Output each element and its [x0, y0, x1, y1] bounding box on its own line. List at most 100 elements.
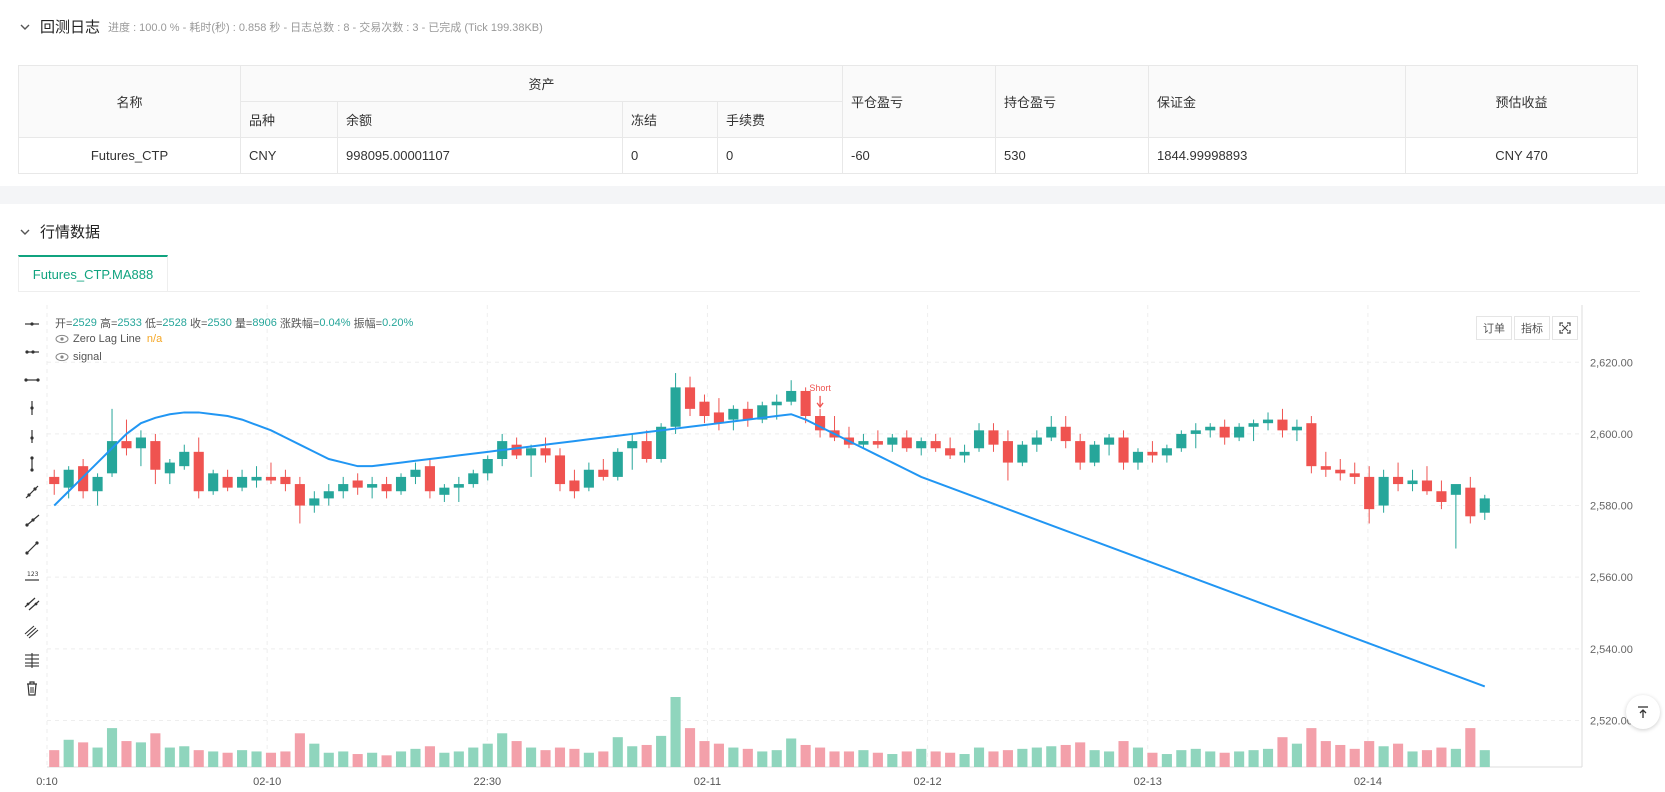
indicator-button[interactable]: 指标: [1514, 316, 1550, 340]
volume-bar: [627, 746, 638, 767]
y-tick-label: 2,560.00: [1590, 572, 1633, 584]
candle: [265, 462, 277, 485]
volume-bar: [945, 752, 956, 767]
chart-toolbar: 订单 指标: [1476, 316, 1580, 340]
candle: [598, 459, 609, 481]
volume-bar: [684, 728, 696, 767]
high-label: 高=: [99, 318, 118, 330]
eye-icon[interactable]: [55, 334, 69, 344]
candle-body: [294, 484, 305, 506]
candle: [468, 469, 479, 488]
candle: [786, 380, 797, 406]
candle-body: [309, 498, 320, 506]
candle: [49, 469, 60, 495]
ray-icon[interactable]: [18, 506, 46, 534]
volume-bar: [815, 747, 826, 767]
tab-divider: [18, 291, 1640, 292]
candle-body: [1031, 437, 1042, 445]
fib-levels-icon[interactable]: [18, 646, 46, 674]
log-header[interactable]: 回测日志 进度 : 100.0 % - 耗时(秒) : 0.858 秒 - 日志…: [18, 16, 543, 37]
zero-lag-legend[interactable]: Zero Lag Line n/a: [55, 333, 162, 345]
candle: [1450, 484, 1461, 549]
volume-bar: [1089, 750, 1100, 767]
candle-body: [323, 491, 334, 499]
extended-line-icon[interactable]: [18, 366, 46, 394]
chevron-down-icon[interactable]: [18, 20, 32, 34]
log-title: 回测日志: [40, 19, 101, 36]
cell-est-profit: CNY 470: [1405, 137, 1638, 174]
candle-body: [742, 408, 753, 420]
trash-icon[interactable]: [18, 674, 46, 702]
volume-bar: [742, 748, 753, 767]
volume-bar: [1060, 744, 1071, 767]
candle-body: [612, 451, 623, 477]
volume-bar: [381, 755, 392, 767]
svg-text:123: 123: [27, 571, 39, 578]
candle-body: [916, 441, 927, 449]
parallel-channel-icon[interactable]: [18, 590, 46, 618]
candle: [973, 423, 985, 452]
candle: [1132, 448, 1144, 470]
candle-body: [1219, 426, 1230, 438]
x-tick-label: 02-10: [253, 776, 281, 788]
candle: [843, 426, 855, 449]
candle-body: [49, 476, 60, 485]
cell-fee: 0: [717, 137, 843, 174]
candle-body: [1465, 487, 1476, 517]
signal-legend[interactable]: signal: [55, 351, 102, 363]
candle: [179, 444, 190, 470]
tab-futures-ctp-ma888[interactable]: Futures_CTP.MA888: [18, 255, 168, 291]
order-button[interactable]: 订单: [1476, 316, 1512, 340]
candle: [1104, 433, 1115, 456]
volume-bar: [786, 738, 797, 767]
candle-body: [1306, 423, 1317, 467]
price-label-icon[interactable]: 123: [18, 562, 46, 590]
vertical-segment-icon[interactable]: [18, 422, 46, 450]
back-to-top-button[interactable]: [1626, 695, 1660, 729]
candle: [916, 437, 927, 456]
candle: [1407, 469, 1418, 492]
volume-bar: [439, 752, 450, 767]
volume-bar: [656, 735, 667, 767]
candle: [1277, 408, 1288, 438]
volume-bar: [771, 750, 782, 767]
candle-body: [280, 476, 291, 485]
eye-icon[interactable]: [55, 352, 69, 362]
volume-bar: [265, 752, 277, 767]
candle-body: [1349, 473, 1360, 477]
candle: [237, 469, 248, 492]
chevron-down-icon[interactable]: [18, 225, 32, 239]
vertical-ray-icon[interactable]: [18, 450, 46, 478]
candle: [1421, 466, 1433, 495]
candle: [959, 444, 970, 463]
cell-variety: CNY: [240, 137, 338, 174]
x-tick-label: 0:10: [36, 776, 57, 788]
candle-body: [569, 480, 580, 492]
col-fee: 手续费: [717, 101, 843, 138]
horizontal-ray-icon[interactable]: [18, 338, 46, 366]
candle-body: [1248, 423, 1259, 427]
candle: [800, 387, 811, 424]
candle-body: [1147, 451, 1158, 456]
candle-body: [439, 487, 450, 495]
candle-body: [150, 441, 161, 470]
candle-body: [713, 412, 724, 424]
volume-bar: [670, 697, 681, 767]
vertical-line-icon[interactable]: [18, 394, 46, 422]
pitchfork-icon[interactable]: [18, 618, 46, 646]
volume-bar: [1017, 748, 1028, 767]
segment-icon[interactable]: [18, 534, 46, 562]
trend-line-icon[interactable]: [18, 478, 46, 506]
market-title: 行情数据: [40, 224, 101, 241]
volume-bar: [1031, 747, 1042, 767]
candle: [988, 423, 999, 452]
x-tick-label: 02-12: [914, 776, 942, 788]
col-frozen: 冻结: [622, 101, 718, 138]
volume-bar: [641, 744, 652, 767]
volume-bar: [367, 752, 378, 767]
market-header[interactable]: 行情数据: [18, 221, 100, 242]
horizontal-line-icon[interactable]: [18, 310, 46, 338]
fullscreen-button[interactable]: [1552, 316, 1578, 340]
candle: [540, 437, 551, 463]
